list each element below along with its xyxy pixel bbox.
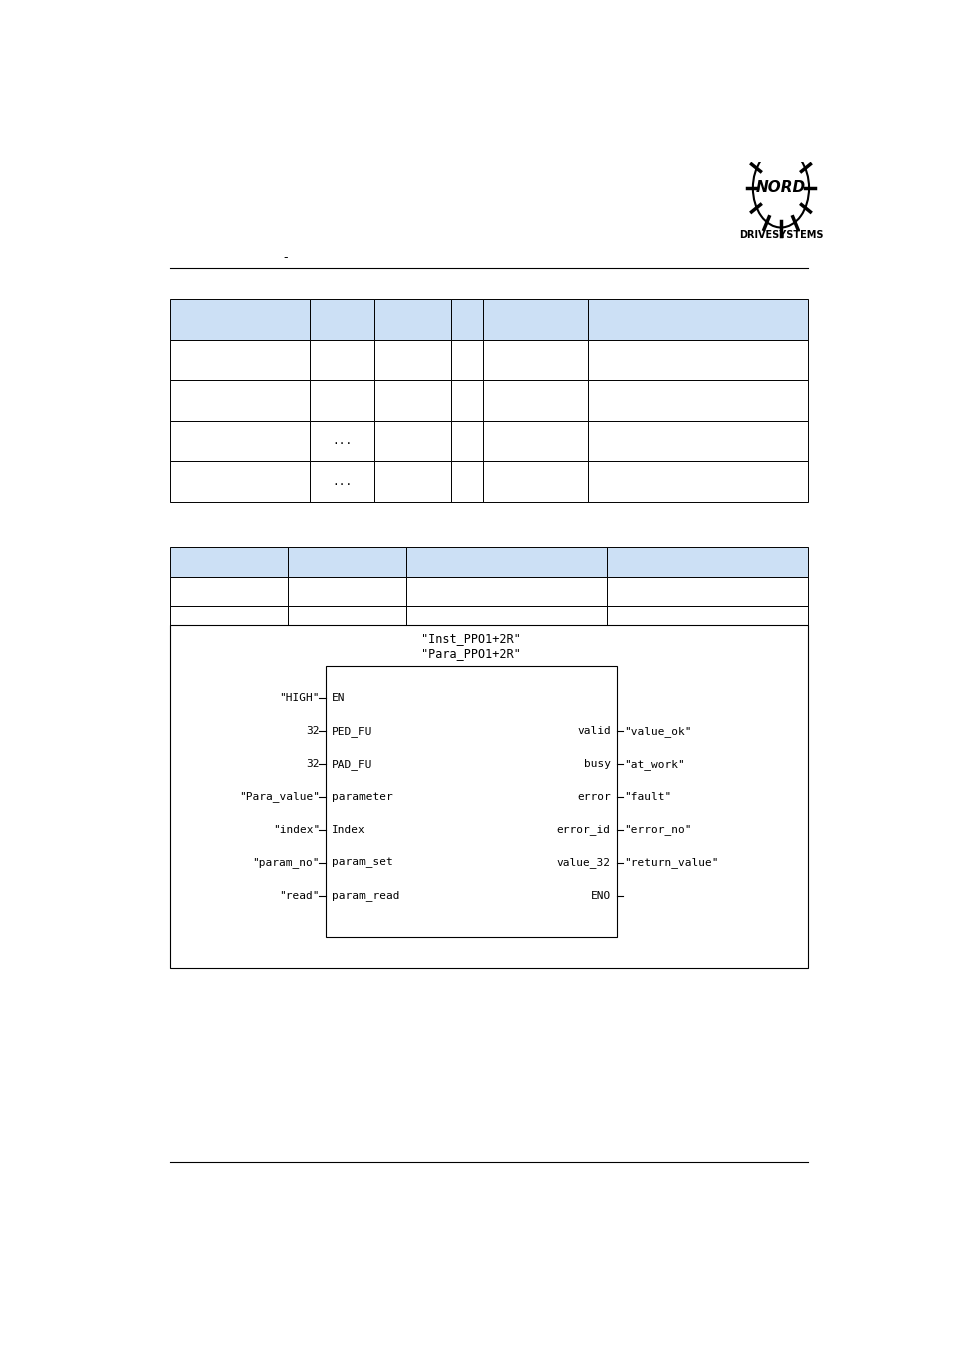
Text: param_read: param_read [332,890,399,902]
Bar [170,421,310,462]
Bar [482,300,587,340]
Text: ENO: ENO [590,891,610,900]
Bar [374,462,450,502]
Text: error: error [577,792,610,802]
Text: NORD: NORD [755,181,805,196]
Text: DRIVESYSTEMS: DRIVESYSTEMS [738,230,822,239]
Text: EN: EN [332,694,345,703]
Text: valid: valid [577,726,610,736]
Text: "Para_PPO1+2R": "Para_PPO1+2R" [421,647,520,660]
Bar [405,547,606,576]
Bar [170,636,288,666]
Text: -: - [283,251,288,263]
Bar [170,576,288,606]
Bar [288,606,405,636]
Text: ...: ... [332,436,352,446]
Text: "Para_value": "Para_value" [239,791,320,802]
Bar [288,576,405,606]
Bar [482,381,587,421]
Bar [374,300,450,340]
Bar [326,666,616,937]
Text: "at_work": "at_work" [623,759,684,769]
Text: "return_value": "return_value" [623,857,718,868]
Bar [587,462,807,502]
Text: "fault": "fault" [623,792,671,802]
Text: 32: 32 [306,726,320,736]
Text: busy: busy [583,759,610,769]
Text: "value_ok": "value_ok" [623,726,691,737]
Bar [405,576,606,606]
Bar [170,625,807,968]
Bar [170,340,310,381]
Text: param_set: param_set [332,857,393,868]
Bar [170,381,310,421]
Bar [587,381,807,421]
Text: error_id: error_id [557,825,610,836]
Bar [310,381,374,421]
Bar [587,300,807,340]
Bar [587,340,807,381]
Text: Index: Index [332,825,365,834]
Bar [606,606,807,636]
Bar [450,300,482,340]
Bar [310,300,374,340]
Bar [606,547,807,576]
Bar [170,547,288,576]
Bar [288,636,405,666]
Bar [288,547,405,576]
Bar [587,421,807,462]
Bar [405,606,606,636]
Text: ...: ... [332,477,352,486]
Bar [482,421,587,462]
Text: "error_no": "error_no" [623,825,691,836]
Text: "param_no": "param_no" [253,857,320,868]
Text: PAD_FU: PAD_FU [332,759,372,769]
Bar [310,421,374,462]
Bar [405,636,606,666]
Text: "HIGH": "HIGH" [279,694,320,703]
Bar [482,340,587,381]
Bar [374,421,450,462]
Bar [170,300,310,340]
Bar [310,462,374,502]
Bar [606,576,807,606]
Bar [170,462,310,502]
Bar [450,421,482,462]
Text: 32: 32 [306,759,320,769]
Bar [310,340,374,381]
Bar [170,606,288,636]
Text: parameter: parameter [332,792,393,802]
Bar [450,462,482,502]
Text: "read": "read" [279,891,320,900]
Bar [450,340,482,381]
Text: "index": "index" [273,825,320,834]
Bar [606,636,807,666]
Bar [374,381,450,421]
Bar [482,462,587,502]
Bar [374,340,450,381]
Text: value_32: value_32 [557,857,610,868]
Text: PED_FU: PED_FU [332,726,372,737]
Text: "Inst_PPO1+2R": "Inst_PPO1+2R" [421,633,520,645]
Bar [450,381,482,421]
